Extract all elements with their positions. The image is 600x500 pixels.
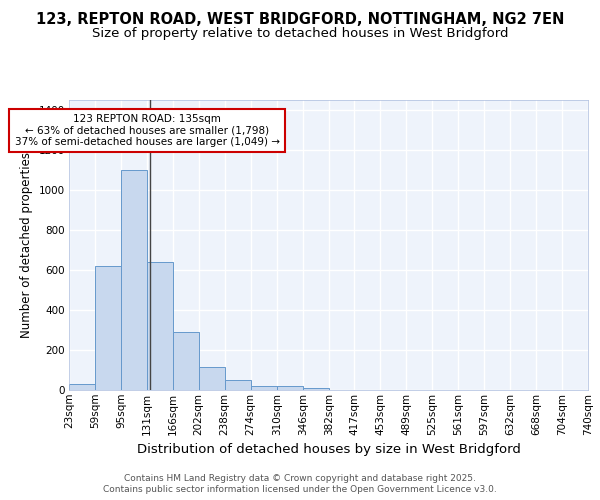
Bar <box>95 266 121 390</box>
Bar <box>224 380 251 390</box>
Bar <box>69 384 95 390</box>
Bar <box>121 170 147 390</box>
Bar <box>251 386 277 390</box>
Bar <box>173 332 199 390</box>
X-axis label: Distribution of detached houses by size in West Bridgford: Distribution of detached houses by size … <box>137 443 520 456</box>
Text: 123 REPTON ROAD: 135sqm
← 63% of detached houses are smaller (1,798)
37% of semi: 123 REPTON ROAD: 135sqm ← 63% of detache… <box>14 114 280 147</box>
Y-axis label: Number of detached properties: Number of detached properties <box>20 152 33 338</box>
Text: Size of property relative to detached houses in West Bridgford: Size of property relative to detached ho… <box>92 28 508 40</box>
Bar <box>147 262 173 390</box>
Bar <box>199 367 224 390</box>
Text: 123, REPTON ROAD, WEST BRIDGFORD, NOTTINGHAM, NG2 7EN: 123, REPTON ROAD, WEST BRIDGFORD, NOTTIN… <box>36 12 564 28</box>
Bar <box>303 388 329 390</box>
Text: Contains public sector information licensed under the Open Government Licence v3: Contains public sector information licen… <box>103 486 497 494</box>
Bar <box>277 386 303 390</box>
Text: Contains HM Land Registry data © Crown copyright and database right 2025.: Contains HM Land Registry data © Crown c… <box>124 474 476 483</box>
